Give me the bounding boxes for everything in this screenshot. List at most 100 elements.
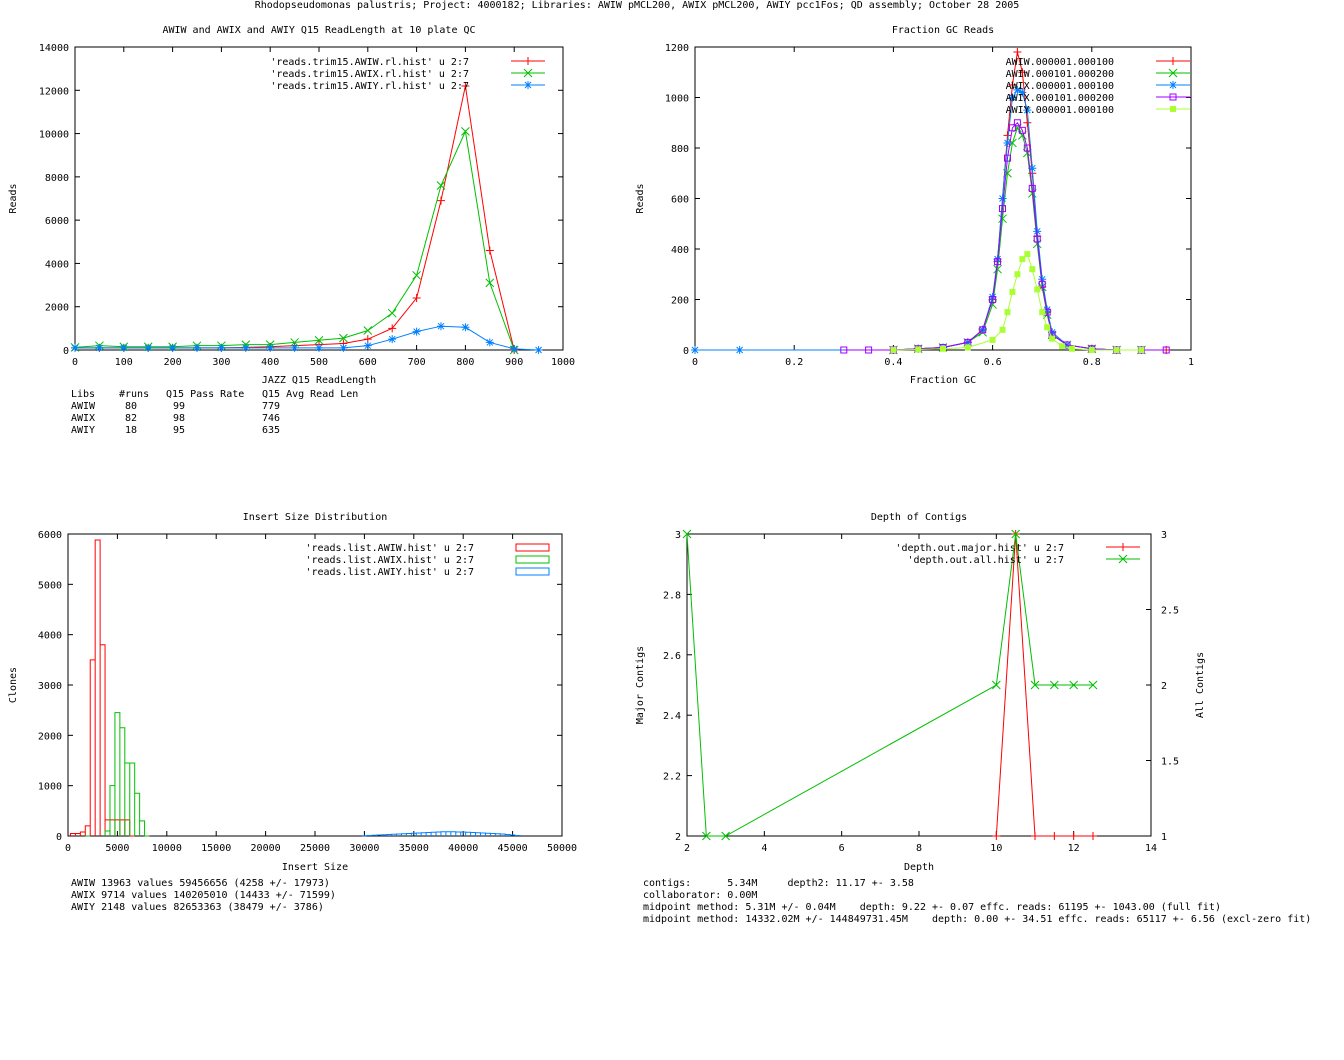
- data-point: [735, 346, 744, 354]
- series-line: [75, 85, 515, 351]
- table-header: Libs: [71, 389, 95, 400]
- data-point: [998, 194, 1007, 203]
- data-point: [412, 294, 421, 303]
- data-point: [1029, 266, 1036, 273]
- data-point: [363, 341, 372, 350]
- x-tick-label: 40000: [448, 843, 478, 854]
- table-cell: 99: [173, 401, 185, 412]
- legend-label: 'reads.trim15.AWIX.rl.hist' u 2:7: [270, 69, 469, 80]
- data-point: [144, 343, 153, 352]
- y-axis-label: Reads: [635, 183, 646, 213]
- data-point: [1050, 832, 1059, 840]
- x-tick-label: 2: [684, 843, 690, 854]
- data-point: [534, 346, 543, 354]
- data-point: [1030, 680, 1040, 690]
- data-point: [1023, 144, 1031, 152]
- data-point: [1011, 529, 1021, 539]
- histogram-bar: [130, 763, 135, 836]
- legend-marker: [1169, 57, 1177, 65]
- data-point: [1018, 88, 1027, 97]
- table-header: Q15 Pass Rate: [166, 389, 244, 400]
- data-point: [964, 344, 971, 351]
- histogram-bar: [471, 832, 476, 836]
- legend-swatch: [515, 543, 550, 552]
- histogram-bar: [456, 832, 461, 836]
- x-tick-label: 0: [72, 357, 78, 368]
- data-point: [691, 346, 699, 354]
- x-tick-label: 600: [359, 357, 377, 368]
- table-cell: AWIY: [71, 425, 95, 436]
- histogram-bar: [436, 832, 441, 836]
- data-point: [989, 336, 996, 343]
- data-point: [436, 181, 446, 190]
- histogram-bar: [85, 826, 90, 836]
- x-tick-label: 100: [115, 357, 133, 368]
- y2-tick-label: 1.5: [1161, 757, 1179, 768]
- histogram-bar: [110, 820, 115, 836]
- table-cell: 635: [262, 425, 280, 436]
- data-point: [999, 326, 1006, 333]
- legend-marker: [1168, 68, 1178, 78]
- x-tick-label: 0: [692, 357, 698, 368]
- y2-tick-label: 2: [1161, 681, 1167, 692]
- y-tick-label: 6000: [38, 530, 62, 541]
- data-point: [1068, 345, 1075, 352]
- data-point: [71, 343, 79, 352]
- chart-title: Insert Size Distribution: [243, 512, 388, 523]
- table-cell: AWIW: [71, 401, 96, 412]
- data-point: [998, 214, 1007, 224]
- data-point: [721, 831, 731, 841]
- data-point: [840, 346, 848, 354]
- data-point: [1031, 832, 1039, 840]
- data-point: [119, 343, 128, 352]
- data-point: [994, 258, 1002, 266]
- x-tick-label: 6: [839, 843, 845, 854]
- stats-line: contigs: 5.34M depth2: 11.17 +- 3.58: [643, 878, 914, 889]
- table-cell: 18: [125, 425, 137, 436]
- legend-label: AWIX.000101.000200: [1006, 93, 1114, 104]
- data-point: [1069, 832, 1078, 840]
- data-point: [387, 308, 397, 318]
- data-point: [437, 322, 445, 331]
- histogram-bar: [431, 832, 436, 836]
- histogram-bar: [451, 832, 456, 836]
- data-point: [1069, 680, 1079, 690]
- y-tick-label: 400: [671, 245, 689, 256]
- data-point: [915, 346, 922, 353]
- data-point: [1008, 80, 1017, 89]
- y-tick-label: 10000: [39, 130, 69, 141]
- y-axis-label: Clones: [8, 667, 19, 703]
- y-tick-label: 6000: [45, 216, 69, 227]
- data-point: [1033, 235, 1041, 243]
- data-point: [865, 346, 873, 354]
- legend-marker: [1119, 543, 1127, 551]
- data-point: [992, 832, 1001, 840]
- data-point: [339, 343, 348, 352]
- stats-line: AWIY 2148 values 82653363 (38479 +/- 378…: [71, 902, 324, 913]
- data-point: [461, 127, 470, 136]
- data-point: [241, 343, 250, 352]
- x-tick-label: 10: [990, 843, 1002, 854]
- stats-line: midpoint method: 5.31M +/- 0.04M depth: …: [643, 902, 1221, 913]
- table-cell: 95: [173, 425, 185, 436]
- data-point: [314, 335, 324, 345]
- stats-line: collaborator: 0.00M: [643, 890, 757, 901]
- legend-swatch: [515, 567, 550, 576]
- y-tick-label: 4000: [45, 259, 69, 270]
- data-point: [485, 338, 494, 347]
- x-tick-label: 20000: [251, 843, 281, 854]
- data-point: [1038, 280, 1046, 288]
- y-tick-label: 2.2: [663, 772, 681, 783]
- y-tick-label: 800: [671, 144, 689, 155]
- legend-marker: [1118, 554, 1128, 564]
- legend-label: 'depth.out.major.hist' u 2:7: [895, 543, 1064, 554]
- data-point: [217, 343, 226, 352]
- data-point: [1034, 286, 1041, 293]
- data-point: [1003, 138, 1012, 147]
- x-tick-label: 0.4: [884, 357, 902, 368]
- data-point: [437, 196, 445, 205]
- histogram-bar: [115, 713, 120, 836]
- data-point: [461, 323, 470, 332]
- histogram-bar: [105, 831, 110, 836]
- x-tick-label: 4: [761, 843, 767, 854]
